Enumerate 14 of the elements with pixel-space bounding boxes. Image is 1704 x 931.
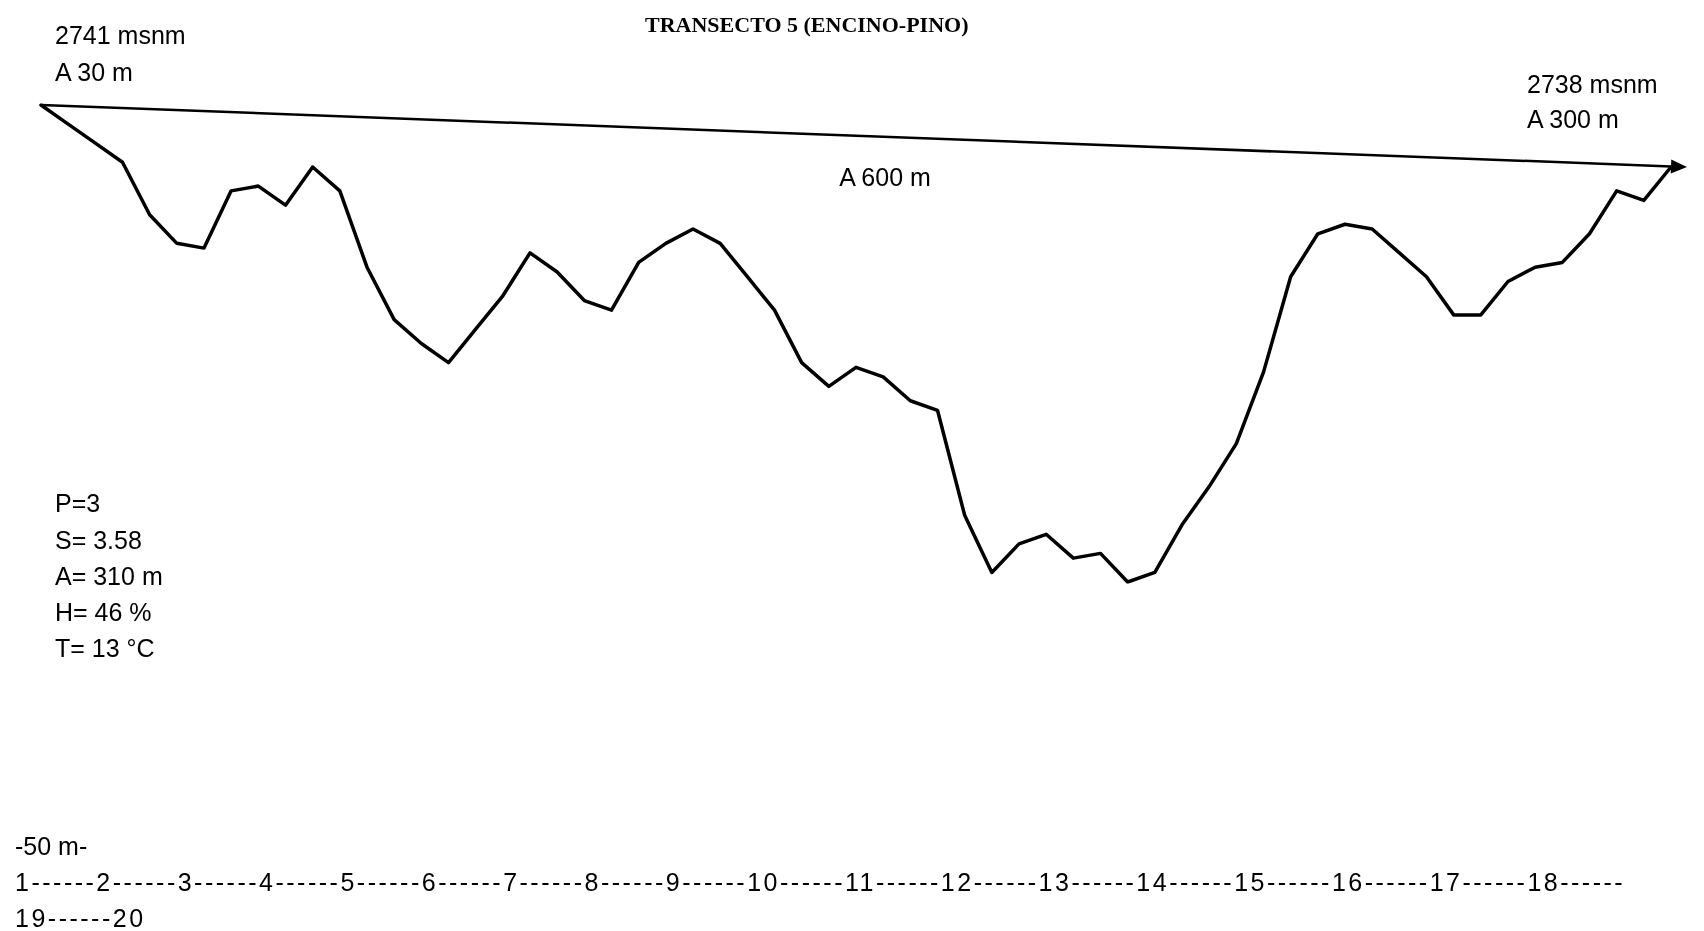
text: A 30 m bbox=[55, 58, 133, 86]
annotation: A= 310 m bbox=[55, 562, 163, 590]
text: H= 46 % bbox=[55, 598, 152, 626]
text: 1------2------3------4------5------6------7------8------9------10------11------12------13------14------15------16------17------18------ bbox=[15, 868, 1626, 896]
text: -50 m- bbox=[15, 832, 88, 860]
annotation: A 600 m bbox=[839, 163, 931, 191]
text: T= 13 °C bbox=[55, 634, 155, 662]
chart-title: TRANSECTO 5 (ENCINO-PINO) bbox=[645, 11, 969, 37]
text: 2738 msnm bbox=[1527, 70, 1658, 98]
annotation: S= 3.58 bbox=[55, 526, 142, 554]
annotation: P=3 bbox=[55, 489, 101, 517]
annotation: A 300 m bbox=[1527, 105, 1619, 133]
text: 2741 msnm bbox=[55, 21, 186, 49]
text: 19------20 bbox=[15, 904, 146, 931]
